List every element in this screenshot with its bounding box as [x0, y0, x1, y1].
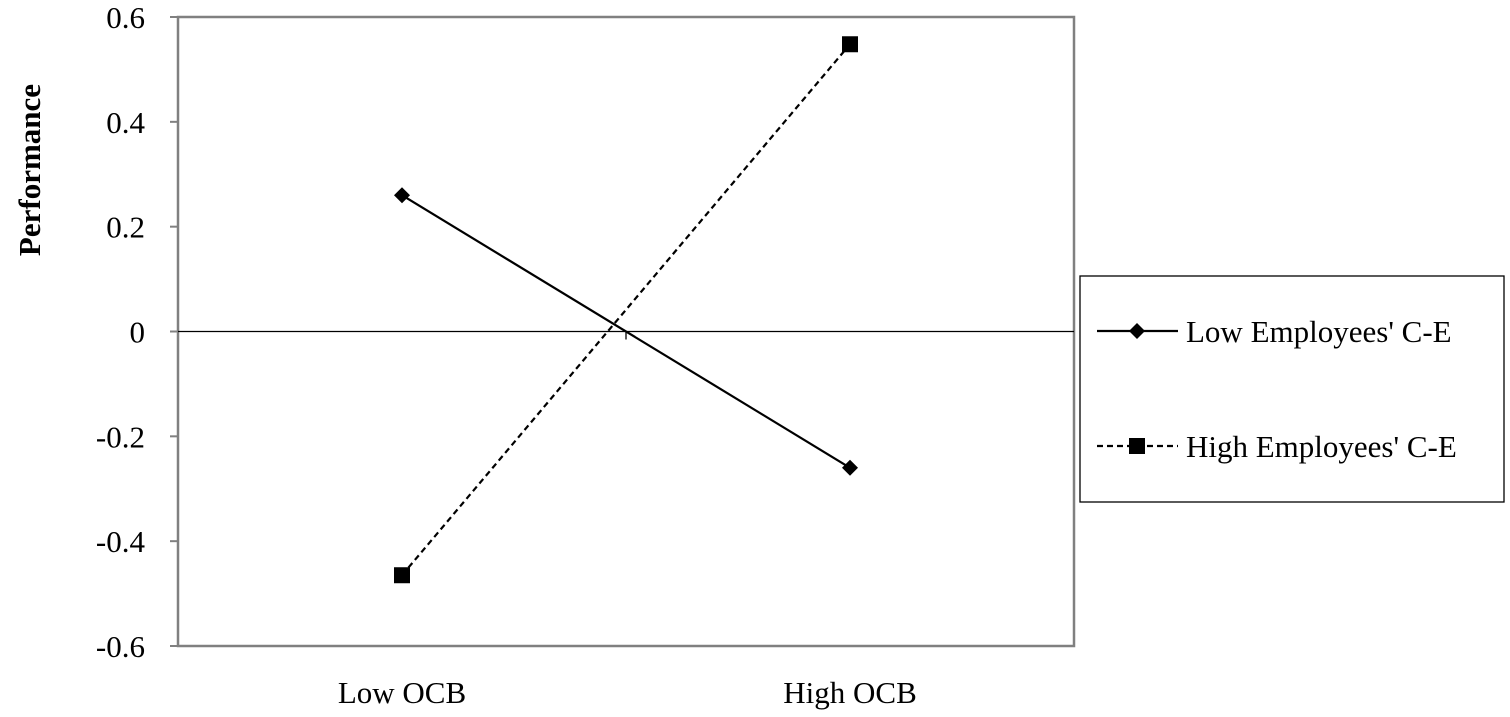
legend-label: High Employees' C-E	[1186, 429, 1457, 464]
y-tick-label: 0.4	[106, 105, 145, 140]
y-axis-title: Performance	[12, 84, 47, 256]
y-axis-ticks: 0.6 0.4 0.2 0 -0.2 -0.4 -0.6	[96, 0, 178, 664]
legend: Low Employees' C-E High Employees' C-E	[1079, 275, 1505, 503]
legend-label: Low Employees' C-E	[1186, 314, 1452, 349]
y-tick-label: 0.6	[106, 0, 145, 35]
y-tick-label: -0.6	[96, 629, 145, 664]
diamond-marker	[1129, 323, 1145, 339]
y-tick-label: 0	[130, 315, 146, 350]
y-tick-label: -0.2	[96, 419, 145, 454]
series-line	[401, 43, 851, 576]
legend-items: Low Employees' C-E High Employees' C-E	[1097, 314, 1457, 464]
square-marker	[1129, 438, 1145, 454]
square-marker	[842, 36, 858, 53]
diamond-marker	[394, 187, 410, 204]
x-axis-category-labels: Low OCB High OCB	[338, 675, 917, 710]
x-category-label: Low OCB	[338, 675, 466, 710]
square-marker	[394, 567, 410, 584]
y-tick-label: -0.4	[96, 524, 146, 559]
x-category-label: High OCB	[783, 675, 917, 710]
y-tick-label: 0.2	[106, 210, 145, 245]
series-line	[401, 194, 851, 469]
series-markers	[394, 36, 858, 584]
series-lines	[401, 43, 851, 576]
diamond-marker	[842, 459, 858, 476]
legend-box	[1079, 275, 1505, 503]
